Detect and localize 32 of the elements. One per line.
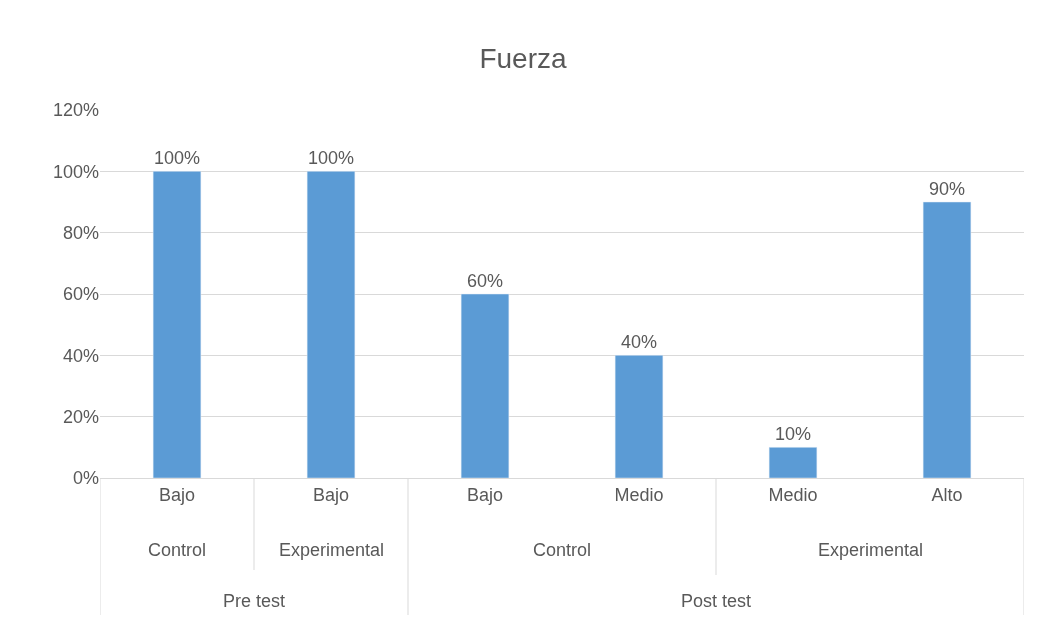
y-tick-label: 60% <box>62 284 99 305</box>
bar <box>460 293 510 478</box>
text: Pre test <box>223 591 286 611</box>
bar <box>306 171 356 478</box>
text: Experimental <box>279 540 385 560</box>
y-tick-label: 20% <box>62 406 99 427</box>
text: Experimental <box>818 540 924 560</box>
text: Post test <box>681 591 752 611</box>
bar <box>922 201 972 478</box>
y-tick-label: 80% <box>62 222 99 243</box>
data-label: 10% <box>774 424 812 445</box>
bar <box>768 447 818 478</box>
data-label: 100% <box>307 148 355 169</box>
x-tick-label: Bajo <box>466 484 504 505</box>
y-tick-label: 0% <box>72 468 99 489</box>
data-label: 60% <box>466 271 504 291</box>
chart-title: Fuerza <box>479 42 567 74</box>
x-tick-label: Bajo <box>312 484 350 505</box>
data-label: 100% <box>153 148 201 169</box>
x-tick-label: Bajo <box>158 484 196 505</box>
data-label: 90% <box>928 179 966 199</box>
data-label: 40% <box>620 332 658 353</box>
text: Control <box>533 540 592 560</box>
x-tick-label: Medio <box>614 484 664 505</box>
bar <box>152 171 202 478</box>
y-tick-label: 40% <box>62 345 99 366</box>
bar <box>614 355 664 478</box>
x-tick-label: Medio <box>768 484 818 505</box>
y-tick-label: 100% <box>52 161 99 182</box>
x-tick-label: Alto <box>931 484 963 505</box>
y-tick-label: 120% <box>52 100 99 121</box>
text: Control <box>148 540 207 560</box>
